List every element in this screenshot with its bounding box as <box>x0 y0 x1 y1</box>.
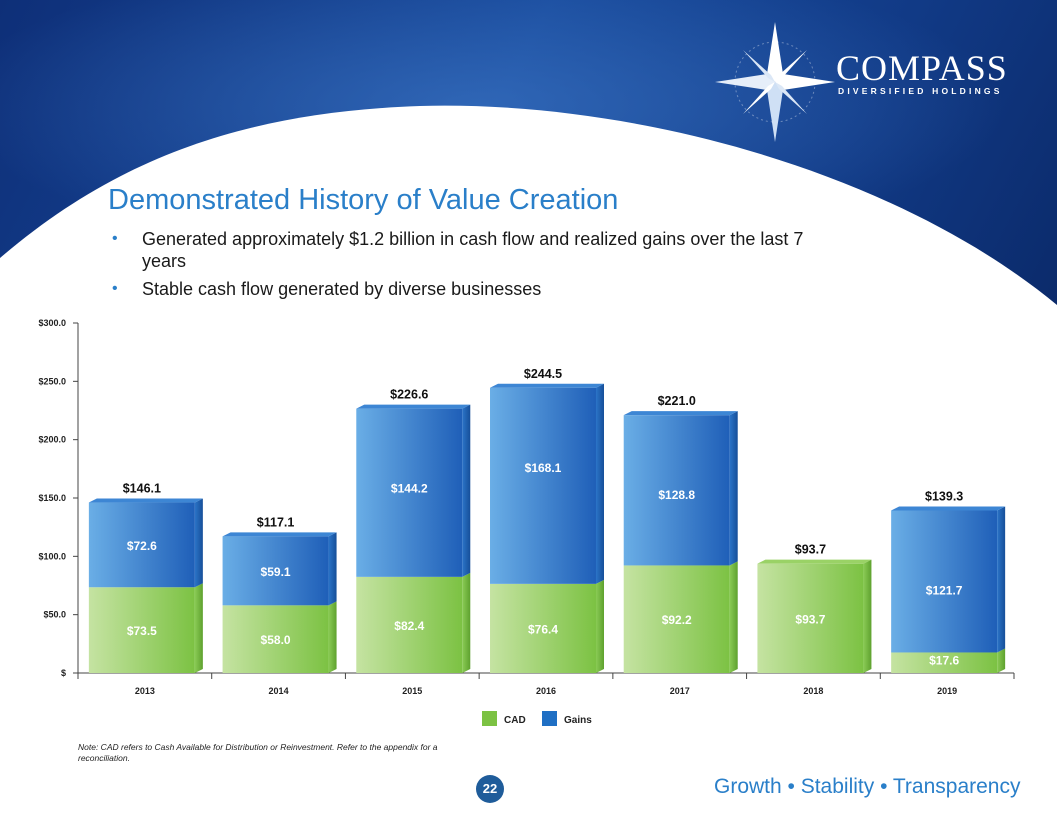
legend-swatch-cad <box>482 711 497 726</box>
bar-gains <box>356 408 463 577</box>
bar-cad-side <box>462 572 471 673</box>
data-label-total: $226.6 <box>390 388 428 402</box>
data-label-cad: $73.5 <box>127 624 157 638</box>
x-tick-label: 2018 <box>803 686 823 696</box>
footnote: Note: CAD refers to Cash Available for D… <box>78 742 438 763</box>
legend-label-gains: Gains <box>564 715 592 726</box>
bullet-text: Stable cash flow generated by diverse bu… <box>142 279 542 299</box>
bar-gains-top <box>356 404 471 409</box>
logo-wordmark: COMPASS <box>836 48 1008 88</box>
bar-gains <box>490 387 596 584</box>
y-tick-label: $300.0 <box>38 318 66 328</box>
bar-gains-top <box>891 506 1006 511</box>
data-label-total: $244.5 <box>524 367 562 381</box>
data-label-gains: $128.8 <box>658 488 695 502</box>
data-label-cad: $76.4 <box>528 622 558 636</box>
bar-gains-top <box>88 498 203 503</box>
bar-cad <box>891 652 998 673</box>
data-label-cad: $58.0 <box>261 633 291 647</box>
bar-gains-side <box>194 498 203 588</box>
legend-label-cad: CAD <box>504 715 526 726</box>
x-tick-label: 2014 <box>269 686 289 696</box>
bar-cad <box>356 576 463 673</box>
data-label-cad: $82.4 <box>394 619 424 633</box>
bullet-text: Generated approximately $1.2 billion in … <box>142 229 804 271</box>
bar-cad-side <box>863 559 872 673</box>
data-label-total: $93.7 <box>795 543 826 557</box>
bullet-list: • Generated approximately $1.2 billion in… <box>112 228 852 306</box>
bullet-item: • Stable cash flow generated by diverse b… <box>112 278 852 300</box>
y-tick-label: $150.0 <box>38 493 66 503</box>
y-tick-label: $ <box>61 668 66 678</box>
y-tick-label: $100.0 <box>38 551 66 561</box>
page-number: 22 <box>476 775 504 803</box>
tagline: Growth • Stability • Transparency <box>714 775 1021 798</box>
bar-gains-side <box>729 411 738 566</box>
bar-cad <box>623 565 730 673</box>
bullet-item: • Generated approximately $1.2 billion in… <box>112 228 852 272</box>
logo-subtitle: DIVERSIFIED HOLDINGS <box>838 86 1003 96</box>
data-label-total: $139.3 <box>925 489 963 503</box>
data-label-gains: $72.6 <box>127 539 157 553</box>
bar-cad <box>757 563 864 673</box>
bar-cad <box>490 583 596 673</box>
bar-cad-side <box>596 579 604 673</box>
x-tick-label: 2015 <box>402 686 422 696</box>
bar-gains-side <box>462 404 471 577</box>
data-label-cad: $93.7 <box>795 612 825 626</box>
y-tick-label: $250.0 <box>38 376 66 386</box>
bar-gains-top <box>222 532 337 537</box>
x-tick-label: 2017 <box>670 686 690 696</box>
bar-gains <box>88 502 195 588</box>
data-label-total: $117.1 <box>257 515 295 529</box>
compass-star-icon <box>715 22 835 142</box>
stacked-bar-chart: $ $50.0 $100.0 $150.0 $200.0 $250.0 $300.0 $73… <box>38 318 1015 726</box>
x-tick-label: 2016 <box>536 686 556 696</box>
data-label-total: $146.1 <box>123 482 161 496</box>
bar-gains <box>222 536 329 606</box>
bullet-icon: • <box>112 230 118 247</box>
bar-gains-side <box>596 383 604 584</box>
y-tick-label: $200.0 <box>38 435 66 445</box>
bar-cad-side <box>194 583 203 673</box>
x-tick-label: 2019 <box>937 686 957 696</box>
bar-cad-side <box>997 648 1006 673</box>
bar-gains <box>891 510 998 653</box>
data-label-gains: $144.2 <box>391 482 428 496</box>
bar-cad-top <box>757 559 872 564</box>
legend-swatch-gains <box>542 711 557 726</box>
bar-gains-side <box>997 506 1006 653</box>
bar-gains-top <box>623 411 738 416</box>
bar-gains <box>623 415 730 566</box>
data-label-gains: $59.1 <box>261 565 291 579</box>
page-title: Demonstrated History of Value Creation <box>108 184 619 216</box>
data-label-gains: $121.7 <box>926 583 963 597</box>
bar-cad <box>222 605 329 673</box>
bar-cad <box>88 587 195 673</box>
bar-cad-side <box>729 561 738 673</box>
bar-gains-side <box>328 532 337 606</box>
data-label-cad: $17.6 <box>929 653 959 667</box>
bar-gains-top <box>490 383 604 388</box>
bar-cad-side <box>328 601 337 673</box>
data-label-cad: $92.2 <box>662 613 692 627</box>
data-label-total: $221.0 <box>658 394 696 408</box>
bullet-icon: • <box>112 280 118 297</box>
y-tick-label: $50.0 <box>43 610 66 620</box>
x-tick-label: 2013 <box>135 686 155 696</box>
data-label-gains: $168.1 <box>525 461 562 475</box>
